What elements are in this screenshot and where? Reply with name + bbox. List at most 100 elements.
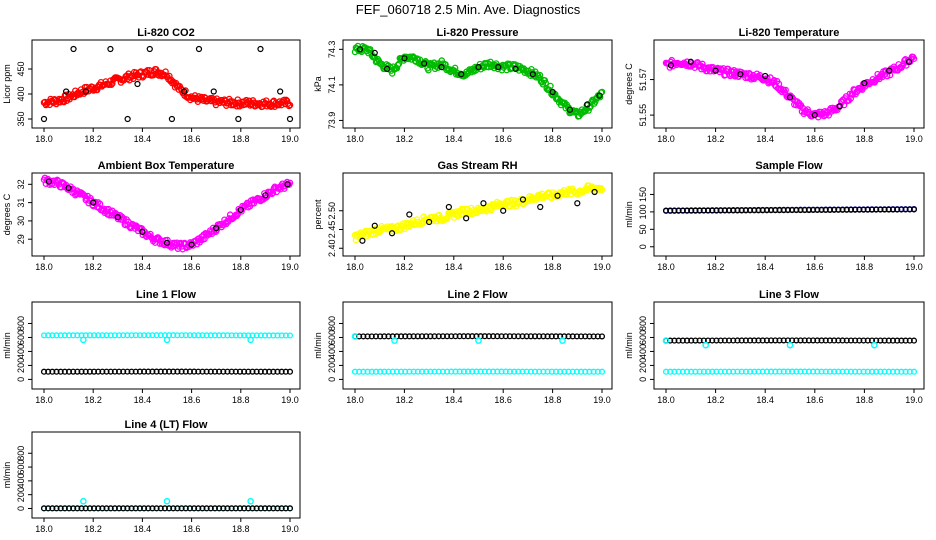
- panel-title: Line 2 Flow: [448, 289, 508, 301]
- x-tick-label: 18.0: [346, 262, 364, 272]
- data-point: [910, 206, 918, 213]
- plot-frame: [31, 172, 301, 257]
- series-0: [351, 368, 606, 375]
- series-0: [40, 332, 294, 339]
- series-0: [351, 182, 606, 244]
- data-point: [146, 45, 153, 53]
- y-tick-label: 31: [16, 198, 26, 208]
- y-tick-label: 0: [638, 377, 648, 382]
- series-1: [45, 178, 291, 248]
- plot-frame: [31, 39, 301, 129]
- y-tick-label: 400: [327, 344, 337, 359]
- x-tick-label: 18.4: [134, 395, 152, 405]
- data-point: [687, 58, 694, 65]
- x-tick-label: 18.6: [494, 262, 512, 272]
- data-point: [861, 80, 868, 87]
- y-tick-label: 0: [638, 244, 648, 249]
- data-point: [262, 192, 269, 199]
- x-tick-label: 18.0: [657, 134, 675, 144]
- data-point: [542, 79, 549, 87]
- data-point: [286, 505, 294, 512]
- data-point: [134, 80, 141, 88]
- x-tick-label: 18.0: [35, 134, 53, 144]
- data-point: [871, 341, 878, 349]
- panel-5: Sample Flow ml/min 18.0 18.2 18.4 18.6 18.8 19.…: [624, 160, 925, 272]
- data-point: [286, 332, 294, 339]
- y-tick-label: 50: [638, 224, 648, 234]
- y-tick-label: 32: [16, 179, 26, 189]
- x-tick-label: 18.2: [707, 134, 725, 144]
- y-tick-label: 800: [638, 316, 648, 331]
- x-tick-label: 18.2: [396, 395, 414, 405]
- y-tick-label: 200: [327, 358, 337, 373]
- x-tick-label: 18.4: [756, 395, 774, 405]
- x-tick-label: 18.2: [84, 262, 102, 272]
- data-point: [596, 92, 603, 99]
- data-point: [598, 368, 606, 375]
- series-2: [80, 497, 254, 505]
- x-tick-label: 18.0: [35, 395, 53, 405]
- data-point: [371, 49, 378, 56]
- data-point: [438, 64, 445, 71]
- x-tick-label: 18.4: [445, 134, 463, 144]
- x-tick-label: 18.4: [134, 134, 152, 144]
- data-point: [80, 336, 87, 344]
- series-0: [662, 368, 918, 375]
- y-tick-label: 200: [638, 358, 648, 373]
- x-tick-label: 19.0: [593, 262, 611, 272]
- data-point: [574, 200, 581, 207]
- data-point: [188, 241, 195, 248]
- data-point: [237, 206, 244, 214]
- data-point: [786, 94, 794, 101]
- data-point: [836, 103, 843, 110]
- plot-frame: [342, 39, 613, 129]
- plot-frame: [653, 301, 925, 390]
- y-tick-label: 0: [16, 377, 26, 382]
- x-tick-label: 18.4: [756, 134, 774, 144]
- y-axis-label: kPa: [313, 76, 323, 92]
- data-point: [124, 115, 131, 123]
- x-tick-label: 18.0: [35, 262, 53, 272]
- data-point: [277, 88, 284, 95]
- y-tick-label: 0: [16, 506, 26, 511]
- data-point: [584, 101, 591, 108]
- data-point: [910, 337, 918, 344]
- y-tick-label: 600: [16, 460, 26, 475]
- data-point: [786, 341, 794, 349]
- panel-title: Line 3 Flow: [759, 289, 819, 301]
- data-point: [662, 337, 670, 344]
- series-1: [662, 206, 918, 214]
- plot-frame: [653, 172, 925, 257]
- x-tick-label: 18.8: [544, 262, 562, 272]
- data-point: [886, 67, 893, 74]
- series-0: [40, 65, 294, 111]
- data-point: [40, 115, 48, 123]
- series-1: [662, 337, 918, 344]
- panel-title: Sample Flow: [755, 160, 823, 172]
- y-tick-label: 74.3: [327, 41, 337, 59]
- data-point: [96, 200, 104, 208]
- y-tick-label: 100: [638, 204, 648, 219]
- x-tick-label: 18.8: [856, 262, 874, 272]
- y-tick-label: 600: [16, 330, 26, 345]
- y-tick-label: 0: [327, 377, 337, 382]
- y-tick-label: 73.9: [327, 112, 337, 130]
- y-tick-label: 200: [16, 487, 26, 502]
- x-tick-label: 18.0: [35, 524, 53, 534]
- y-axis-label: ml/min: [313, 332, 323, 359]
- x-tick-label: 19.0: [281, 524, 299, 534]
- x-tick-label: 18.4: [445, 395, 463, 405]
- x-tick-label: 18.6: [183, 134, 201, 144]
- data-point: [480, 200, 487, 207]
- x-tick-label: 18.4: [445, 262, 463, 272]
- y-tick-label: 400: [16, 473, 26, 488]
- data-point: [591, 188, 598, 196]
- panel-9: Line 4 (LT) Flow ml/min 18.0 18.2 18.4 18.6 18…: [2, 419, 301, 534]
- panel-title: Li-820 Temperature: [739, 27, 840, 39]
- data-point: [536, 71, 544, 79]
- x-tick-label: 19.0: [905, 262, 923, 272]
- data-point: [351, 333, 359, 340]
- y-axis-label: ml/min: [624, 332, 634, 359]
- data-point: [406, 211, 413, 218]
